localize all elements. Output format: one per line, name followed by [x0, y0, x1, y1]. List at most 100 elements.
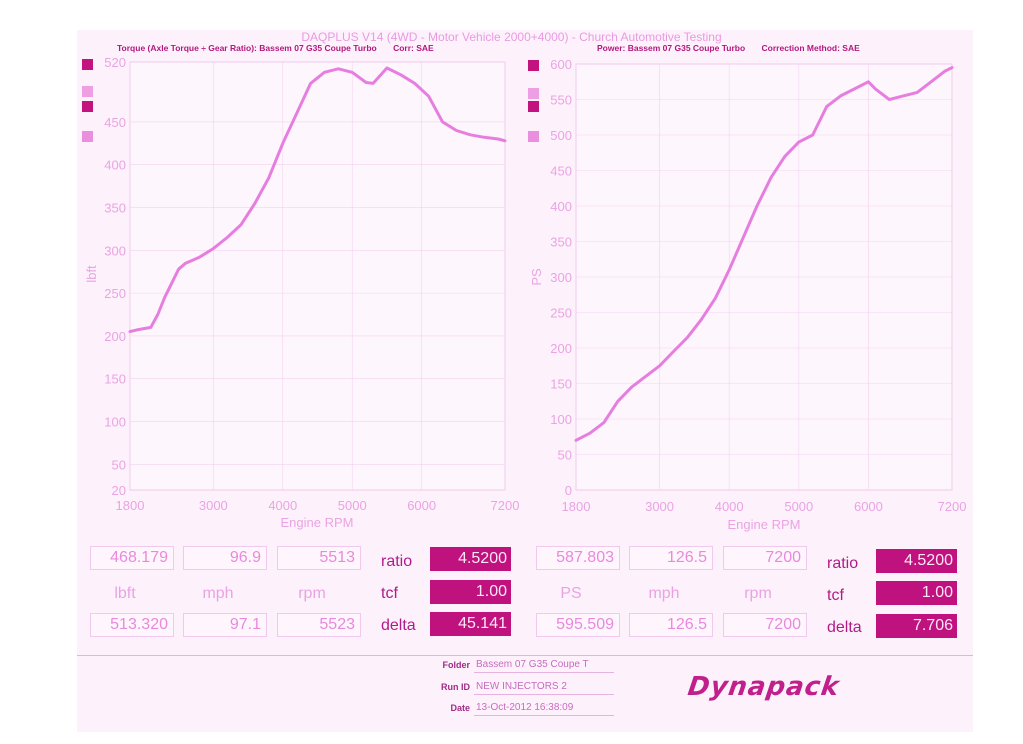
delta-label: delta — [381, 617, 416, 634]
delta-label: delta — [827, 619, 862, 636]
legend-swatch — [82, 86, 93, 97]
x-axis-title: Engine RPM — [728, 517, 801, 532]
y-axis-title: lbft — [84, 265, 99, 283]
legend-swatch — [528, 88, 539, 99]
y-tick-label: 520 — [104, 55, 126, 70]
legend-swatch — [82, 101, 93, 112]
x-tick-label: 1800 — [562, 499, 591, 514]
legend-swatch — [528, 131, 539, 142]
x-tick-label: 5000 — [784, 499, 813, 514]
torque-correction: Corr: SAE — [393, 43, 434, 53]
y-tick-label: 100 — [550, 412, 572, 427]
y-tick-label: 500 — [550, 128, 572, 143]
y-tick-label: 300 — [104, 243, 126, 258]
torque-unit: lbft — [114, 585, 136, 602]
x-tick-label: 4000 — [715, 499, 744, 514]
legend-swatch — [82, 59, 93, 70]
y-tick-label: 300 — [550, 270, 572, 285]
rpm-peak-cell: 5523 — [277, 613, 361, 637]
x-tick-label: 6000 — [854, 499, 883, 514]
folder-underline — [474, 672, 614, 673]
speed-value-cell: 126.5 — [629, 546, 713, 570]
delta-value: 45.141 — [430, 612, 511, 636]
x-tick-label: 1800 — [116, 498, 145, 513]
tcf-label: tcf — [381, 585, 398, 602]
x-tick-label: 7200 — [491, 498, 520, 513]
date-underline — [474, 715, 614, 716]
x-tick-label: 4000 — [268, 498, 297, 513]
ratio-label: ratio — [827, 555, 859, 572]
footer-divider — [77, 655, 973, 656]
rpm-unit: rpm — [298, 585, 326, 602]
y-tick-label: 50 — [112, 457, 126, 472]
x-axis-title: Engine RPM — [281, 515, 354, 530]
y-tick-label: 350 — [550, 235, 572, 250]
torque-title: Torque (Axle Torque ÷ Gear Ratio): Basse… — [117, 43, 377, 53]
torque-value-cell: 468.179 — [90, 546, 174, 570]
y-tick-label: 400 — [550, 199, 572, 214]
y-tick-label: 200 — [104, 329, 126, 344]
date-value: 13-Oct-2012 16:38:09 — [476, 702, 574, 713]
ratio-value: 4.5200 — [876, 549, 957, 573]
y-tick-label: 20 — [112, 483, 126, 498]
speed-peak-cell: 97.1 — [183, 613, 267, 637]
legend-swatch — [528, 101, 539, 112]
power-curve — [574, 66, 954, 442]
ratio-label: ratio — [381, 553, 413, 570]
y-tick-label: 400 — [104, 158, 126, 173]
tcf-value: 1.00 — [876, 581, 957, 605]
y-tick-label: 550 — [550, 93, 572, 108]
run-id-underline — [474, 694, 614, 695]
y-tick-label: 600 — [550, 57, 572, 72]
torque-peak-cell: 513.320 — [90, 613, 174, 637]
ratio-value: 4.5200 — [430, 547, 511, 571]
power-correction: Correction Method: SAE — [761, 43, 860, 53]
x-tick-label: 7200 — [938, 499, 967, 514]
tcf-value: 1.00 — [430, 580, 511, 604]
power-title: Power: Bassem 07 G35 Coupe Turbo — [597, 43, 746, 53]
x-tick-label: 6000 — [407, 498, 436, 513]
speed-value-cell: 96.9 — [183, 546, 267, 570]
y-tick-label: 250 — [550, 306, 572, 321]
y-tick-label: 200 — [550, 341, 572, 356]
speed-unit: mph — [202, 585, 234, 602]
dynapack-logo: Dynapack — [685, 672, 842, 702]
power-panel-header: Power: Bassem 07 G35 Coupe Turbo Correct… — [597, 43, 874, 53]
torque-chart: 20 50 100 150 200 250 300 350 400 450 520 1800 3000 4… — [84, 55, 519, 530]
torque-panel-header: Torque (Axle Torque ÷ Gear Ratio): Basse… — [117, 43, 448, 53]
rpm-value-cell: 7200 — [723, 546, 807, 570]
y-tick-label: 150 — [550, 377, 572, 392]
date-label: Date — [450, 703, 470, 713]
folder-value: Bassem 07 G35 Coupe T — [476, 659, 589, 670]
tcf-label: tcf — [827, 587, 844, 604]
y-tick-label: 450 — [104, 115, 126, 130]
y-axis-title: PS — [529, 268, 544, 286]
report-banner: DAQPLUS V14 (4WD - Motor Vehicle 2000+40… — [301, 30, 722, 44]
rpm-peak-cell: 7200 — [723, 613, 807, 637]
folder-label: Folder — [442, 660, 470, 670]
y-tick-label: 250 — [104, 286, 126, 301]
speed-unit: mph — [648, 585, 680, 602]
x-tick-label: 3000 — [199, 498, 228, 513]
torque-curve — [128, 66, 507, 334]
y-tick-label: 350 — [104, 201, 126, 216]
legend-swatch — [82, 131, 93, 142]
rpm-unit: rpm — [744, 585, 772, 602]
speed-peak-cell: 126.5 — [629, 613, 713, 637]
y-tick-label: 0 — [565, 483, 572, 498]
power-chart: 0 50 100 150 200 250 300 350 400 450 500 550 600 1800… — [529, 57, 966, 532]
run-id-label: Run ID — [441, 682, 470, 692]
power-peak-cell: 595.509 — [536, 613, 620, 637]
y-tick-label: 100 — [104, 415, 126, 430]
delta-value: 7.706 — [876, 614, 957, 638]
power-value-cell: 587.803 — [536, 546, 620, 570]
run-id-value: NEW INJECTORS 2 — [476, 681, 567, 692]
y-tick-label: 450 — [550, 164, 572, 179]
y-tick-label: 150 — [104, 372, 126, 387]
legend-swatch — [528, 60, 539, 71]
power-unit: PS — [560, 585, 582, 602]
x-tick-label: 3000 — [645, 499, 674, 514]
rpm-value-cell: 5513 — [277, 546, 361, 570]
y-tick-label: 50 — [558, 448, 572, 463]
